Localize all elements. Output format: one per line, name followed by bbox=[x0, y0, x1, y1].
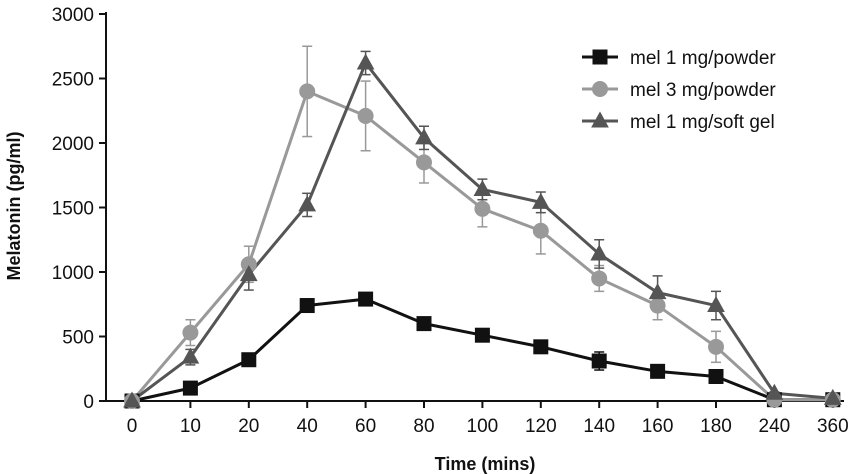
x-tick-label: 20 bbox=[238, 416, 259, 437]
y-tick-label: 500 bbox=[62, 328, 94, 349]
x-tick-label: 100 bbox=[467, 416, 499, 437]
legend-marker-circle bbox=[592, 81, 608, 97]
legend-marker-square bbox=[592, 49, 608, 65]
data-point-triangle bbox=[415, 128, 433, 145]
x-tick-label: 240 bbox=[759, 416, 791, 437]
legend-label: mel 3 mg/powder bbox=[630, 80, 776, 101]
x-tick-label: 180 bbox=[700, 416, 732, 437]
data-point-square bbox=[474, 327, 490, 343]
data-point-triangle bbox=[473, 179, 492, 196]
legend-label: mel 1 mg/soft gel bbox=[630, 112, 775, 133]
data-point-square bbox=[416, 316, 432, 332]
x-ticks: 0 10 20 40 60 80 100 120 140 160 180 240 360 bbox=[127, 401, 849, 437]
y-tick-label: 0 bbox=[83, 392, 94, 413]
x-tick-label: 80 bbox=[413, 416, 434, 437]
data-point-circle bbox=[474, 200, 491, 217]
y-tick-label: 2000 bbox=[52, 134, 94, 155]
data-point-square bbox=[591, 353, 607, 369]
data-point-triangle bbox=[181, 347, 200, 364]
y-axis-title: Melatonin (pg/ml) bbox=[4, 132, 24, 281]
series-line-2 bbox=[130, 89, 833, 402]
x-tick-label: 0 bbox=[127, 416, 138, 437]
data-point-square bbox=[358, 291, 374, 307]
data-point-triangle bbox=[765, 383, 784, 400]
y-tick-label: 1000 bbox=[52, 263, 94, 284]
data-point-circle bbox=[416, 154, 432, 171]
data-point-circle bbox=[532, 222, 549, 239]
x-axis-title: Time (mins) bbox=[435, 454, 536, 474]
x-tick-label: 40 bbox=[297, 416, 318, 437]
data-point-circle bbox=[182, 324, 199, 341]
data-point-square bbox=[241, 352, 257, 368]
data-point-triangle bbox=[648, 283, 667, 300]
data-point-square bbox=[533, 339, 549, 355]
x-tick-label: 10 bbox=[180, 416, 201, 437]
data-point-triangle bbox=[123, 391, 141, 408]
data-point-square bbox=[708, 368, 724, 384]
data-point-triangle bbox=[356, 53, 375, 70]
y-ticks: 0 500 1000 1500 2000 2500 3000 bbox=[52, 5, 106, 413]
data-point-circle bbox=[649, 297, 666, 314]
y-tick-label: 3000 bbox=[52, 5, 94, 26]
x-tick-label: 120 bbox=[525, 416, 557, 437]
data-point-circle bbox=[357, 107, 374, 124]
data-point-triangle bbox=[590, 244, 609, 261]
legend-label: mel 1 mg/powder bbox=[630, 48, 776, 69]
data-point-circle bbox=[591, 270, 608, 287]
data-point-triangle bbox=[531, 192, 550, 209]
x-tick-label: 60 bbox=[355, 416, 376, 437]
data-point-triangle bbox=[298, 195, 317, 212]
data-point-circle bbox=[708, 338, 724, 355]
y-tick-label: 2500 bbox=[52, 70, 94, 91]
legend: mel 1 mg/powder mel 3 mg/powder mel 1 mg/s… bbox=[582, 48, 776, 133]
legend-marker-triangle bbox=[591, 111, 609, 128]
data-point-square bbox=[299, 298, 315, 314]
data-point-triangle bbox=[239, 265, 258, 282]
data-point-triangle bbox=[707, 296, 725, 313]
y-tick-label: 1500 bbox=[52, 199, 94, 220]
data-point-square bbox=[650, 363, 666, 379]
x-tick-label: 160 bbox=[642, 416, 674, 437]
data-point-square bbox=[182, 380, 198, 396]
series-markers bbox=[123, 53, 842, 409]
x-tick-label: 140 bbox=[583, 416, 615, 437]
data-point-triangle bbox=[823, 388, 842, 405]
data-point-circle bbox=[299, 83, 316, 100]
x-tick-label: 360 bbox=[817, 416, 849, 437]
series-line-1 bbox=[131, 297, 833, 403]
